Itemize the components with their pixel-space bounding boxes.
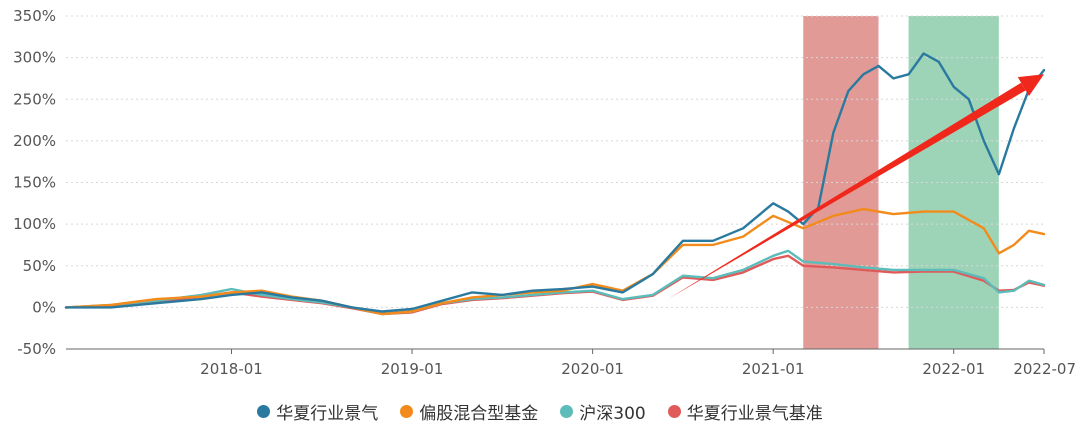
legend-dot-icon: [257, 404, 271, 418]
axes: -50% 0% 50% 100% 150% 200% 250% 300% 350% 2018-01…: [13, 7, 1076, 378]
arrow-head: [1017, 74, 1044, 96]
y-tick-label: -50%: [17, 340, 56, 358]
y-tick-label: 100%: [13, 215, 56, 233]
annotations: [667, 74, 1044, 300]
legend-label: 沪深300: [579, 403, 646, 424]
y-tick-label: 0%: [32, 298, 56, 316]
legend-item[interactable]: 偏股混合型基金: [400, 399, 538, 424]
x-tick-label: 2020-01: [561, 360, 624, 378]
chart-legend: 华夏行业景气 偏股混合型基金 沪深300 华夏行业景气基准: [0, 396, 1080, 426]
series-lines: [64, 52, 1046, 316]
shaded-region-2: [908, 16, 999, 349]
legend-dot-icon: [667, 404, 681, 418]
series-line-4: [64, 254, 1046, 316]
legend-label: 华夏行业景气基准: [686, 403, 823, 424]
legend-label: 华夏行业景气: [276, 403, 379, 424]
y-tick-label: 350%: [13, 7, 56, 25]
legend-dot-icon: [400, 404, 414, 418]
arrow-shaft: [667, 82, 1026, 300]
x-tick-label: 2022-01: [922, 360, 985, 378]
x-tick-label: 2021-01: [742, 360, 805, 378]
series-line-3: [64, 249, 1046, 316]
series-line-1: [64, 52, 1046, 313]
legend-label: 偏股混合型基金: [419, 403, 539, 424]
series-line-2: [64, 207, 1046, 316]
x-tick-label: 2019-01: [381, 360, 444, 378]
legend-item[interactable]: 华夏行业景气基准: [667, 399, 823, 424]
x-tick-label: 2022-07: [1013, 360, 1076, 378]
legend-dot-icon: [560, 404, 574, 418]
y-tick-label: 300%: [13, 49, 56, 67]
legend-item[interactable]: 沪深300: [560, 399, 646, 424]
gridlines: [66, 15, 1044, 308]
y-tick-label: 200%: [13, 132, 56, 150]
x-tick-label: 2018-01: [200, 360, 263, 378]
y-tick-label: 50%: [23, 257, 56, 275]
y-tick-label: 250%: [13, 90, 56, 108]
y-tick-label: 150%: [13, 174, 56, 192]
line-chart: -50% 0% 50% 100% 150% 200% 250% 300% 350% 2018-01…: [13, 7, 1076, 378]
legend-item[interactable]: 华夏行业景气: [257, 399, 378, 424]
